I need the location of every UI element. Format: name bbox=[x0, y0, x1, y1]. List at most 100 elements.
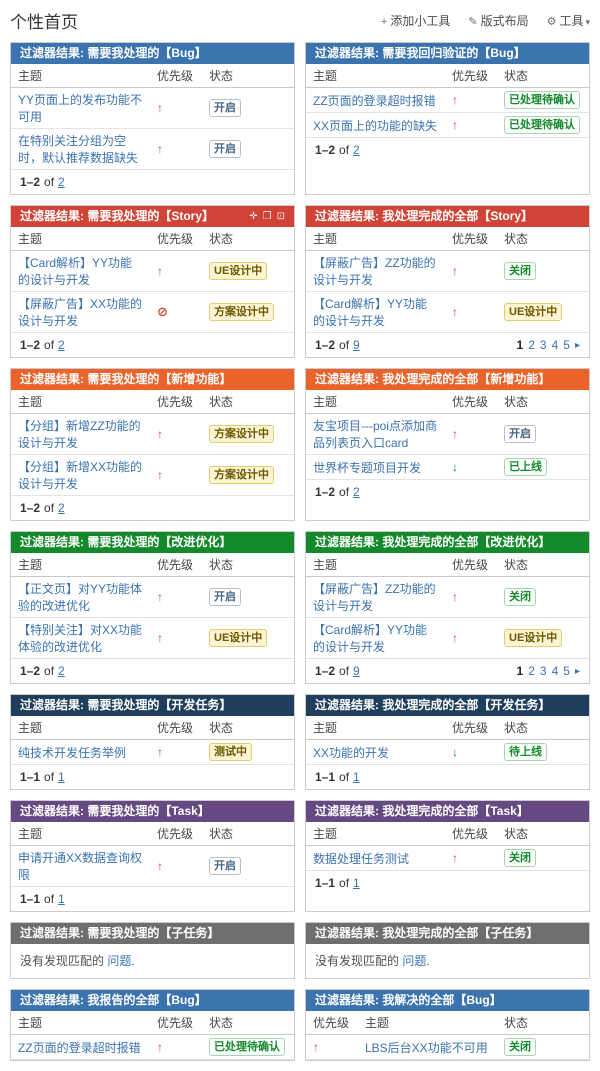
page-link[interactable]: 4 bbox=[551, 664, 559, 678]
column-header-subject: 主题 bbox=[306, 390, 445, 414]
gadget-header[interactable]: 过滤器结果: 我处理完成的全部【子任务】 bbox=[306, 923, 589, 944]
page-link[interactable]: 3 bbox=[539, 338, 547, 352]
issue-link[interactable]: ZZ页面的登录超时报错 bbox=[313, 93, 436, 108]
page-link[interactable]: 5 bbox=[563, 664, 570, 678]
issue-link[interactable]: ZZ页面的登录超时报错 bbox=[18, 1040, 141, 1055]
total-count-link[interactable]: 2 bbox=[353, 143, 360, 157]
page-link[interactable]: 4 bbox=[551, 338, 559, 352]
column-header-subject: 主题 bbox=[306, 64, 445, 88]
gadget-header[interactable]: 过滤器结果: 我处理完成的全部【新增功能】 bbox=[306, 369, 589, 390]
issue-link[interactable]: LBS后台XX功能不可用 bbox=[365, 1040, 488, 1055]
tools-menu-button[interactable]: ⚙ 工具 ▾ bbox=[547, 12, 590, 29]
priority-up-icon: ↑ bbox=[452, 851, 458, 865]
total-count-link[interactable]: 9 bbox=[353, 338, 360, 352]
page-current: 1 bbox=[516, 664, 524, 678]
result-range: 1–1 of 1 bbox=[315, 770, 360, 784]
issue-link[interactable]: 【Card解析】YY功能的设计与开发 bbox=[313, 623, 428, 654]
gadget-header[interactable]: 过滤器结果: 需要我处理的【子任务】 bbox=[11, 923, 294, 944]
status-badge: 开启 bbox=[209, 99, 241, 117]
issues-link[interactable]: 问题 bbox=[107, 954, 132, 968]
gadget: 过滤器结果: 需要我回归验证的【Bug】 主题 优先级 状态 ZZ页面的登录超时报错 ↑ 已… bbox=[305, 42, 590, 195]
issue-link[interactable]: 友宝项目---poi点添加商品列表页入口card bbox=[313, 419, 438, 450]
issue-link[interactable]: 申请开通XX数据查询权限 bbox=[18, 851, 143, 882]
gadget-header[interactable]: 过滤器结果: 我解决的全部【Bug】 bbox=[306, 990, 589, 1011]
gadget-header[interactable]: 过滤器结果: 我报告的全部【Bug】 bbox=[11, 990, 294, 1011]
page-link[interactable]: 5 bbox=[563, 338, 570, 352]
issue-link[interactable]: 【Card解析】YY功能的设计与开发 bbox=[18, 256, 133, 287]
next-page-icon[interactable]: ▸ bbox=[574, 339, 580, 351]
table-row: 【屏蔽广告】ZZ功能的设计与开发 ↑ 关闭 bbox=[306, 250, 589, 292]
gadget-title: 过滤器结果: 我处理完成的全部【Task】 bbox=[315, 804, 529, 818]
gadget-header[interactable]: 过滤器结果: 需要我处理的【Bug】 bbox=[11, 43, 294, 64]
edit-layout-button[interactable]: ✎ 版式布局 bbox=[468, 12, 528, 29]
gadget-header[interactable]: 过滤器结果: 需要我处理的【改进优化】 bbox=[11, 532, 294, 553]
total-count-link[interactable]: 2 bbox=[58, 338, 65, 352]
issue-link[interactable]: 世界杯专题项目开发 bbox=[313, 460, 422, 475]
empty-suffix: . bbox=[426, 954, 430, 968]
gadget-header[interactable]: 过滤器结果: 我处理完成的全部【Task】 bbox=[306, 801, 589, 822]
status-badge: 已处理待确认 bbox=[209, 1038, 285, 1056]
gadget: 过滤器结果: 需要我处理的【Task】 主题 优先级 状态 申请开通XX数据查询权限 ↑ 开… bbox=[10, 800, 295, 912]
gadget-header[interactable]: 过滤器结果: 需要我处理的【新增功能】 bbox=[11, 369, 294, 390]
table-header-row: 主题 优先级 状态 bbox=[306, 64, 589, 88]
gadget-header[interactable]: 过滤器结果: 需要我处理的【Task】 bbox=[11, 801, 294, 822]
gadget-header[interactable]: 过滤器结果: 我处理完成的全部【开发任务】 bbox=[306, 695, 589, 716]
table-row: 数据处理任务测试 ↑ 关闭 bbox=[306, 845, 589, 871]
status-badge: 测试中 bbox=[209, 743, 252, 761]
issue-link[interactable]: 纯技术开发任务举例 bbox=[18, 745, 127, 760]
add-gadget-button[interactable]: + 添加小工具 bbox=[381, 12, 450, 29]
gadget-footer: 1–1 of 1 bbox=[306, 871, 589, 895]
range-text: 1–2 bbox=[20, 175, 41, 189]
drag-gadget-icon[interactable]: ✛ bbox=[249, 211, 258, 222]
total-count-link[interactable]: 1 bbox=[353, 876, 360, 890]
issue-link[interactable]: YY页面上的发布功能不可用 bbox=[18, 93, 143, 124]
table-row: ZZ页面的登录超时报错 ↑ 已处理待确认 bbox=[11, 1034, 294, 1060]
total-count-link[interactable]: 9 bbox=[353, 664, 360, 678]
issue-table: 主题 优先级 状态 【正文页】对YY功能体验的改进优化 ↑ 开启 【特别关注】对XX功能体验… bbox=[11, 553, 294, 659]
issue-link[interactable]: 数据处理任务测试 bbox=[313, 851, 410, 866]
gadget-header[interactable]: 过滤器结果: 我处理完成的全部【Story】 bbox=[306, 206, 589, 227]
issue-link[interactable]: 【屏蔽广告】XX功能的设计与开发 bbox=[18, 297, 143, 328]
issue-link[interactable]: 【分组】新增ZZ功能的设计与开发 bbox=[18, 419, 141, 450]
column-header-subject: 主题 bbox=[11, 553, 150, 577]
gadget-header[interactable]: 过滤器结果: 我处理完成的全部【改进优化】 bbox=[306, 532, 589, 553]
issue-link[interactable]: 【屏蔽广告】ZZ功能的设计与开发 bbox=[313, 582, 436, 613]
page-link[interactable]: 3 bbox=[539, 664, 547, 678]
issue-link[interactable]: XX功能的开发 bbox=[313, 745, 390, 760]
total-count-link[interactable]: 2 bbox=[58, 501, 65, 515]
issue-link[interactable]: XX页面上的功能的缺失 bbox=[313, 118, 438, 133]
total-count-link[interactable]: 2 bbox=[58, 175, 65, 189]
total-count-link[interactable]: 2 bbox=[353, 485, 360, 499]
issue-link[interactable]: 在特别关注分组为空时，默认推荐数据缺失 bbox=[18, 134, 139, 165]
status-badge: 已上线 bbox=[504, 458, 547, 476]
issue-link[interactable]: 【正文页】对YY功能体验的改进优化 bbox=[18, 582, 143, 613]
priority-up-icon: ↑ bbox=[452, 305, 458, 319]
maximize-gadget-icon[interactable]: ❐ bbox=[262, 211, 272, 222]
gadget-title: 过滤器结果: 我处理完成的全部【开发任务】 bbox=[315, 698, 551, 712]
issue-link[interactable]: 【分组】新增XX功能的设计与开发 bbox=[18, 460, 143, 491]
page-link[interactable]: 2 bbox=[528, 664, 535, 678]
issues-link[interactable]: 问题 bbox=[402, 954, 427, 968]
total-count-link[interactable]: 2 bbox=[58, 664, 65, 678]
priority-up-icon: ↑ bbox=[157, 468, 163, 482]
next-page-icon[interactable]: ▸ bbox=[574, 665, 580, 677]
gadget: 过滤器结果: 需要我处理的【新增功能】 主题 优先级 状态 【分组】新增ZZ功能的设计与… bbox=[10, 368, 295, 521]
total-count-link[interactable]: 1 bbox=[353, 770, 360, 784]
total-count-link[interactable]: 1 bbox=[58, 770, 65, 784]
range-text: 1–2 bbox=[315, 485, 336, 499]
page-link[interactable]: 2 bbox=[528, 338, 535, 352]
total-count-link[interactable]: 1 bbox=[58, 892, 65, 906]
gadget-menu-icon[interactable]: ⊡ bbox=[276, 211, 285, 222]
issue-link[interactable]: 【Card解析】YY功能的设计与开发 bbox=[313, 297, 428, 328]
issue-link[interactable]: 【屏蔽广告】ZZ功能的设计与开发 bbox=[313, 256, 436, 287]
gadget-header[interactable]: 过滤器结果: 需要我回归验证的【Bug】 bbox=[306, 43, 589, 64]
gadget-title: 过滤器结果: 我报告的全部【Bug】 bbox=[20, 993, 207, 1007]
gadget-header[interactable]: 过滤器结果: 需要我处理的【Story】 ✛ ❐ ⊡ bbox=[11, 206, 294, 227]
table-header-row: 主题 优先级 状态 bbox=[11, 553, 294, 577]
range-text: 1–1 bbox=[315, 876, 336, 890]
range-text: 1–1 bbox=[315, 770, 336, 784]
column-header-priority: 优先级 bbox=[150, 822, 202, 846]
issue-link[interactable]: 【特别关注】对XX功能体验的改进优化 bbox=[18, 623, 143, 654]
table-row: 【Card解析】YY功能的设计与开发 ↑ UE设计中 bbox=[306, 291, 589, 333]
gadget-header[interactable]: 过滤器结果: 需要我处理的【开发任务】 bbox=[11, 695, 294, 716]
